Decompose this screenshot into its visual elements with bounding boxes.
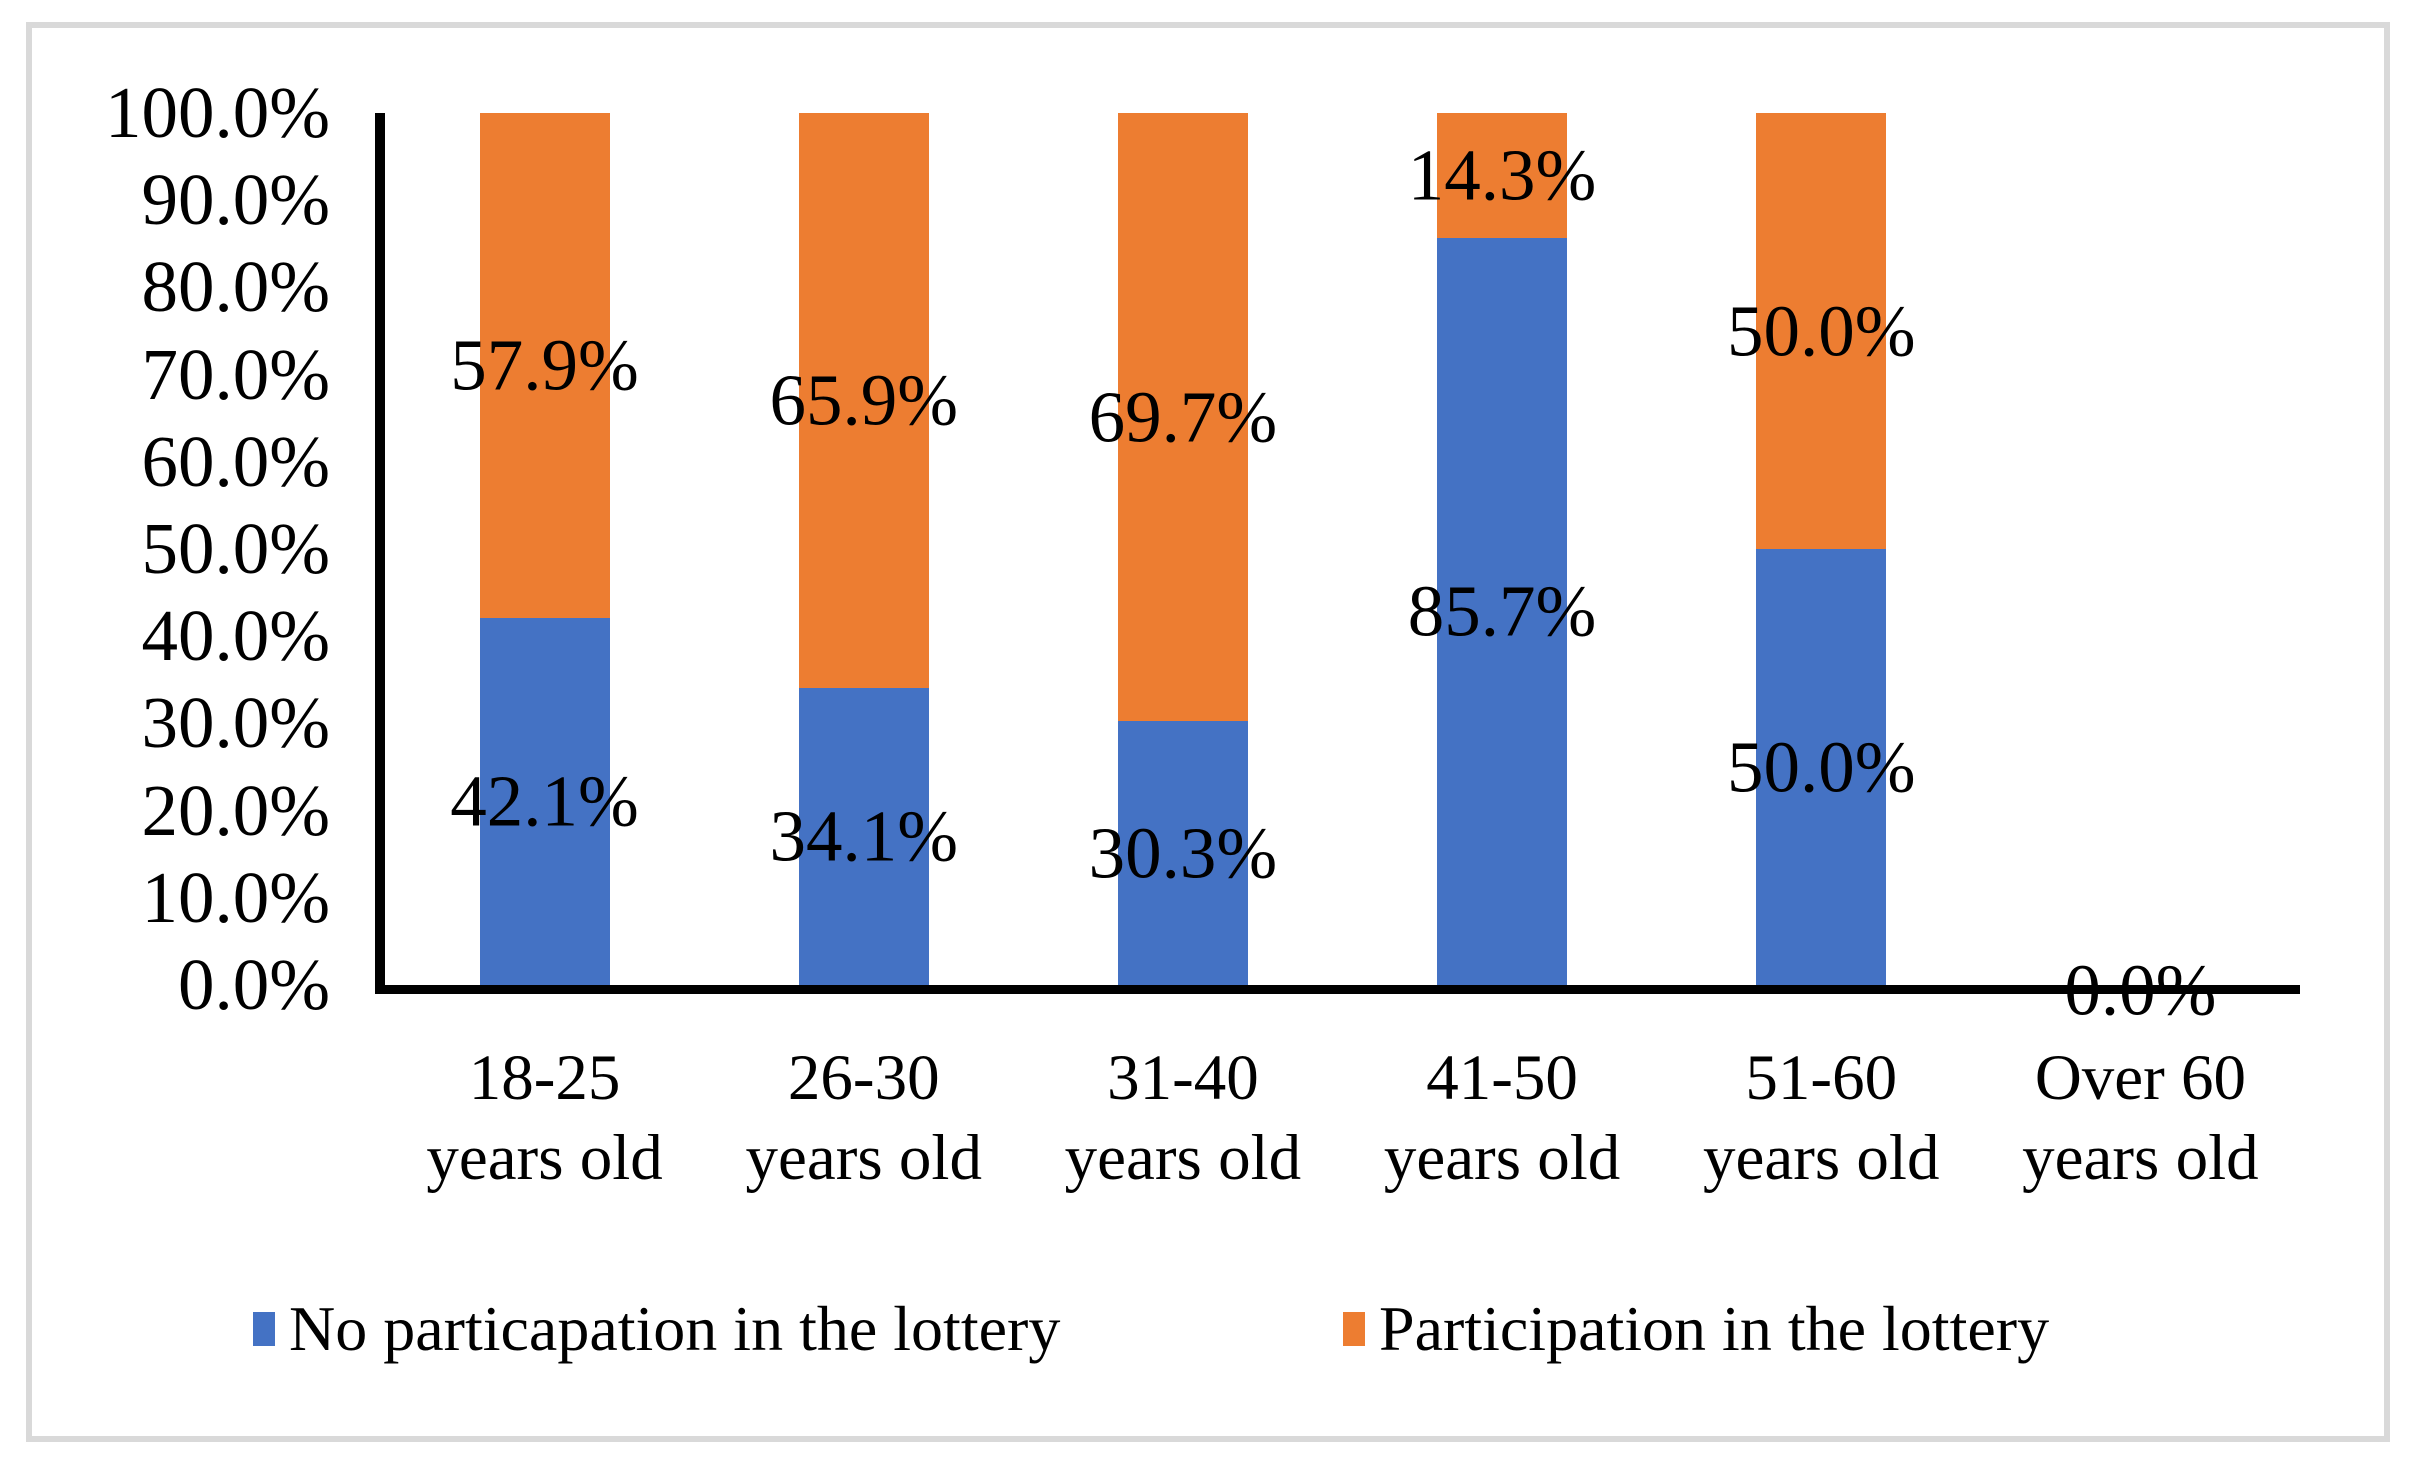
x-axis-category-label: 18-25 years old: [375, 1038, 715, 1198]
legend-item-participation: Participation in the lottery: [1343, 1294, 2049, 1364]
data-label-18-25-series1: 57.9%: [450, 324, 639, 406]
x-axis-line: [375, 985, 2300, 994]
y-axis-line: [375, 113, 385, 994]
bar-segment-31-40-series1: [1117, 113, 1248, 721]
data-label-41-50-series1: 14.3%: [1407, 134, 1597, 216]
data-label-annotation: 0.0%: [2064, 949, 2217, 1031]
bar-segment-18-25-series1: [479, 113, 610, 618]
y-axis-tick-label: 80.0%: [141, 246, 330, 328]
x-axis-category-label: 51-60 years old: [1651, 1038, 1991, 1198]
bar-segment-41-50-series1: [1437, 113, 1568, 238]
x-axis-category-line1: 51-60: [1745, 1042, 1898, 1114]
data-label-51-60-series0: 50.0%: [1726, 726, 1916, 808]
x-axis-category-label: 41-50 years old: [1332, 1038, 1672, 1198]
x-axis-category-line1: 41-50: [1426, 1042, 1578, 1114]
legend-label-participation: Participation in the lottery: [1379, 1293, 2050, 1364]
x-axis-category-line2: years old: [426, 1122, 663, 1194]
legend-item-no-participation: No particapation in the lottery: [253, 1294, 1060, 1364]
x-axis-category-line1: 26-30: [787, 1042, 940, 1114]
y-axis-tick-label: 30.0%: [141, 682, 330, 764]
y-axis-tick-label: 40.0%: [141, 595, 330, 677]
x-axis-category-line2: years old: [2022, 1122, 2259, 1194]
bar-segment-51-60-series1: [1756, 113, 1887, 549]
bar-segment-31-40-series0: [1117, 720, 1248, 985]
x-axis-category-label: Over 60 years old: [1970, 1038, 2310, 1198]
data-label-26-30-series0: 34.1%: [769, 795, 959, 877]
y-axis-tick-label: 20.0%: [141, 769, 330, 851]
x-axis-category-line1: 31-40: [1107, 1042, 1259, 1114]
x-axis-category-line2: years old: [745, 1122, 982, 1194]
bar-segment-26-30-series1: [798, 113, 929, 688]
y-axis-tick-label: 100.0%: [104, 72, 330, 153]
legend-label-no-participation: No particapation in the lottery: [289, 1293, 1061, 1364]
y-axis-tick-label: 50.0%: [141, 508, 330, 589]
bar-segment-18-25-series0: [479, 617, 610, 985]
y-axis-tick-label: 10.0%: [141, 856, 330, 938]
data-label-51-60-series1: 50.0%: [1726, 290, 1916, 372]
x-axis-category-line2: years old: [1703, 1122, 1940, 1194]
x-axis-category-label: 31-40 years old: [1013, 1038, 1353, 1198]
data-label-18-25-series0: 42.1%: [450, 760, 639, 842]
bar-segment-41-50-series0: [1437, 237, 1568, 985]
bar-segment-26-30-series0: [798, 687, 929, 985]
data-label-41-50-series0: 85.7%: [1407, 570, 1597, 652]
legend-swatch-no-participation: [253, 1312, 275, 1346]
legend-swatch-participation: [1343, 1312, 1365, 1346]
y-axis-tick-label: 0.0%: [177, 944, 330, 1025]
x-axis-category-line1: 18-25: [468, 1042, 621, 1114]
x-axis-category-label: 26-30 years old: [694, 1038, 1034, 1198]
data-label-31-40-series0: 30.3%: [1088, 812, 1278, 894]
x-axis-category-line2: years old: [1383, 1122, 1621, 1194]
chart-border-frame: [26, 22, 2390, 1442]
y-axis-tick-label: 70.0%: [141, 333, 330, 415]
x-axis-category-line2: years old: [1064, 1122, 1302, 1194]
y-axis-tick-label: 90.0%: [141, 159, 330, 241]
bar-segment-51-60-series0: [1756, 549, 1887, 985]
x-axis-category-line1: Over 60: [2034, 1042, 2246, 1114]
data-label-31-40-series1: 69.7%: [1088, 376, 1278, 458]
data-label-26-30-series1: 65.9%: [769, 359, 959, 441]
y-axis-tick-label: 60.0%: [141, 420, 330, 502]
